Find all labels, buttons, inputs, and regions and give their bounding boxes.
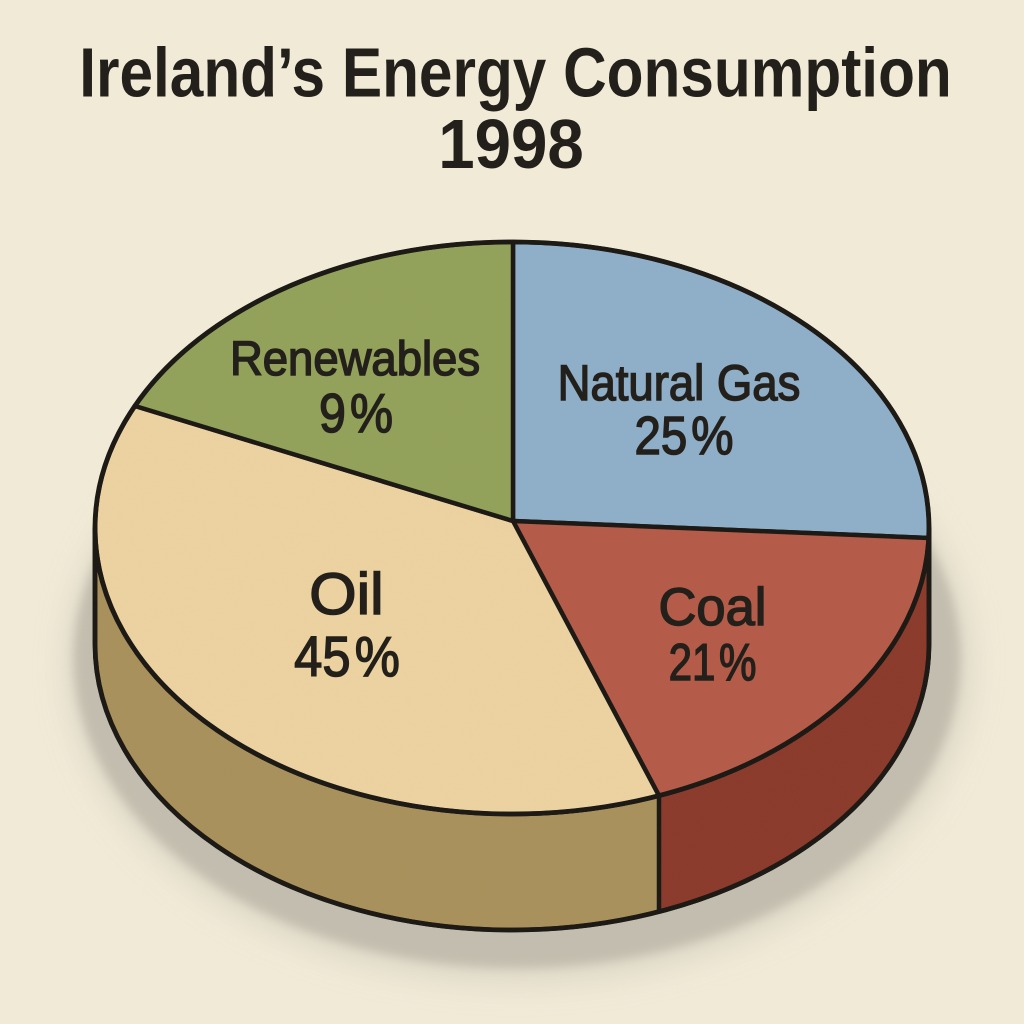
svg-text:45 %: 45 % bbox=[294, 625, 400, 688]
svg-text:Ireland’s Energy Consumption: Ireland’s Energy Consumption bbox=[79, 33, 952, 111]
svg-text:Coal: Coal bbox=[659, 578, 767, 637]
svg-text:Renewables: Renewables bbox=[230, 332, 480, 385]
svg-text:25 %: 25 % bbox=[634, 405, 733, 466]
svg-text:21 %: 21 % bbox=[669, 634, 757, 692]
svg-text:1998: 1998 bbox=[438, 106, 584, 183]
svg-text:Oil: Oil bbox=[309, 561, 383, 626]
svg-text:9 %: 9 % bbox=[319, 382, 393, 444]
svg-text:Natural Gas: Natural Gas bbox=[558, 356, 801, 411]
